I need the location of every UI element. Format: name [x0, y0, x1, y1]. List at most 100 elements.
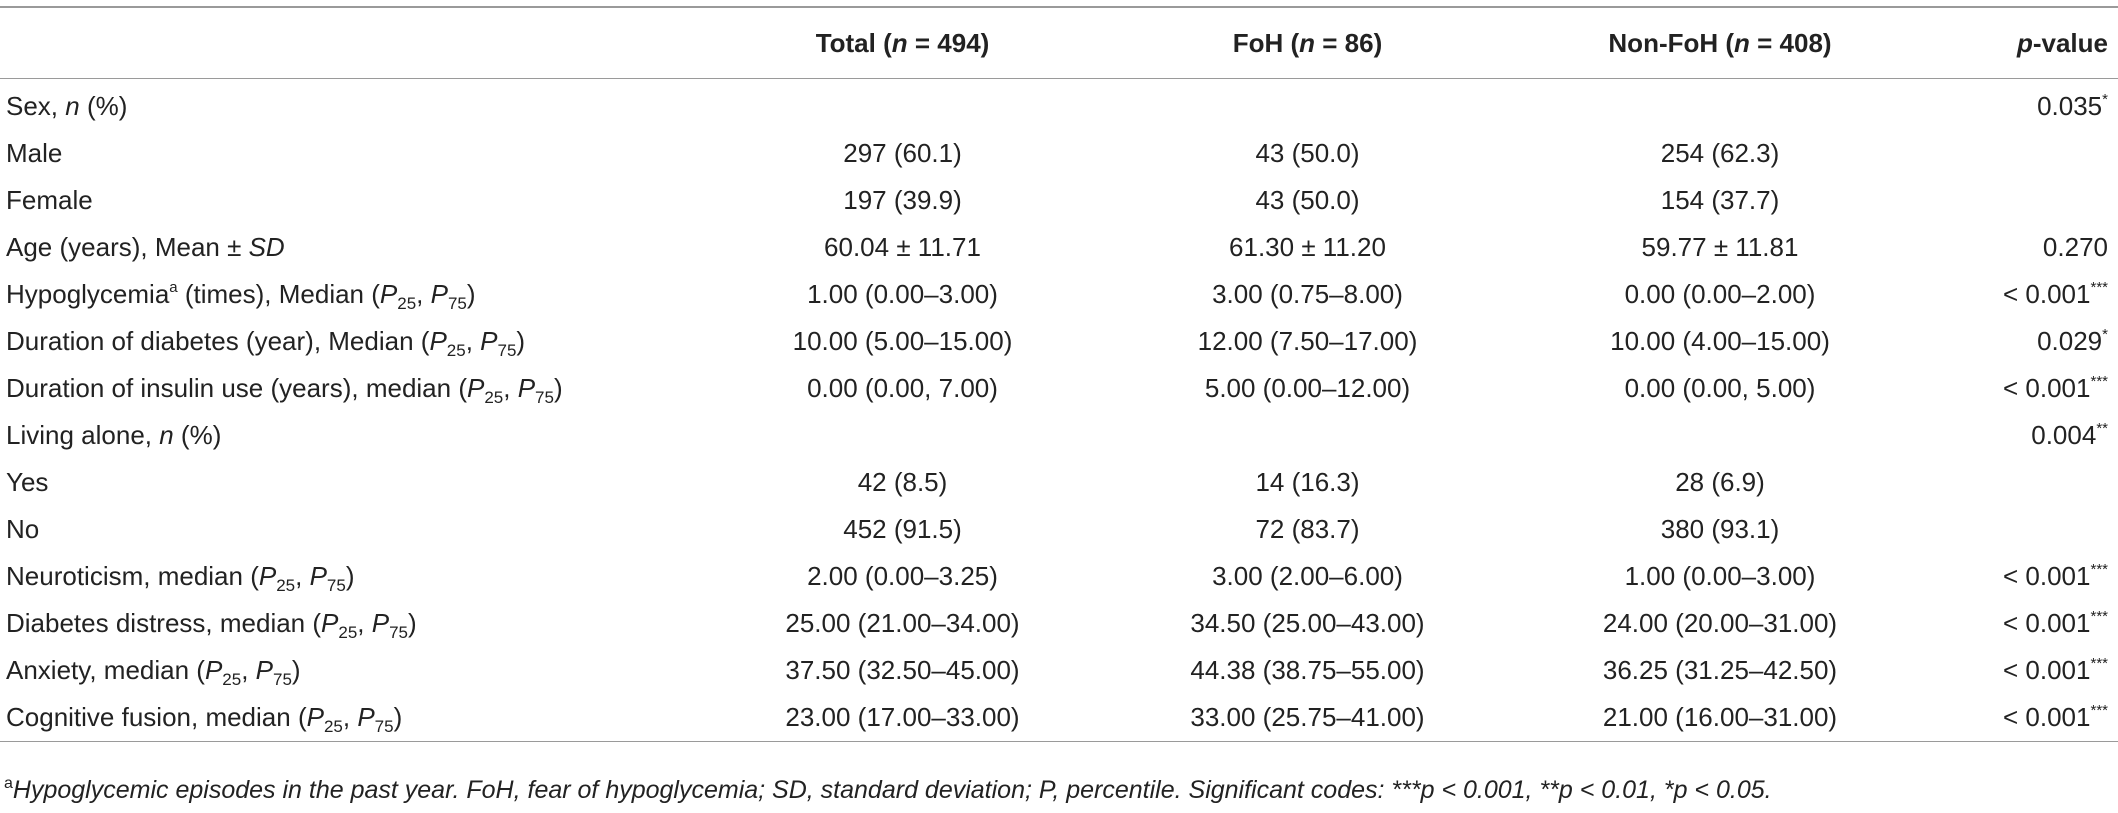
cell-p-value: < 0.001*** [2003, 561, 2108, 591]
row-label: Yes [6, 467, 49, 497]
row-label: Male [6, 138, 63, 168]
table-row: Duration of diabetes (year), Median (P25… [0, 318, 2118, 365]
cell-non-foh: 0.00 (0.00, 5.00) [1624, 373, 1816, 403]
cell-p-value: 0.270 [2042, 232, 2108, 262]
row-label: Living alone, n (%) [6, 420, 222, 450]
header-foh: FoH (n = 86) [1232, 27, 1383, 58]
cell-non-foh: 59.77 ± 11.81 [1641, 232, 1799, 262]
footnote-text: Hypoglycemic episodes in the past year. … [12, 776, 1772, 804]
significance-mark: *** [2090, 655, 2108, 672]
significance-mark: * [2102, 326, 2108, 343]
bottom-rule [0, 741, 2118, 742]
row-label: Cognitive fusion, median (P25, P75) [6, 702, 403, 736]
cell-foh: 61.30 ± 11.20 [1229, 232, 1386, 262]
cell-non-foh: 21.00 (16.00–31.00) [1602, 702, 1838, 732]
cell-p-value: < 0.001*** [2003, 702, 2108, 732]
cell-non-foh [1510, 79, 1930, 130]
table-footnote: aHypoglycemic episodes in the past year.… [4, 776, 1772, 805]
table-row: Diabetes distress, median (P25, P75) 25.0… [0, 600, 2118, 647]
results-table: Total (n = 494) FoH (n = 86) Non-FoH (n … [0, 8, 2118, 78]
cell-foh: 33.00 (25.75–41.00) [1190, 702, 1425, 732]
cell-total [700, 79, 1105, 130]
cell-foh: 14 (16.3) [1255, 467, 1360, 497]
cell-total: 25.00 (21.00–34.00) [785, 608, 1020, 638]
table-row: Neuroticism, median (P25, P75) 2.00 (0.00… [0, 553, 2118, 600]
cell-total [700, 412, 1105, 459]
cell-total: 0.00 (0.00, 7.00) [807, 373, 998, 403]
table-row: No 452 (91.5) 72 (83.7) 380 (93.1) [0, 506, 2118, 553]
significance-mark: *** [2090, 279, 2108, 296]
significance-mark: * [2102, 91, 2108, 108]
cell-foh [1105, 412, 1510, 459]
cell-total: 2.00 (0.00–3.25) [807, 561, 998, 591]
cell-p-value [1930, 506, 2118, 553]
table-row: Age (years), Mean ± SD 60.04 ± 11.71 61.30… [0, 224, 2118, 271]
results-table-container: Total (n = 494) FoH (n = 86) Non-FoH (n … [0, 6, 2118, 742]
significance-mark: *** [2090, 702, 2108, 719]
cell-foh: 12.00 (7.50–17.00) [1197, 326, 1418, 356]
table-row: Living alone, n (%) 0.004** [0, 412, 2118, 459]
header-rule [0, 78, 2118, 79]
header-total: Total (n = 494) [815, 27, 990, 58]
row-label: No [6, 514, 40, 544]
row-label: Neuroticism, median (P25, P75) [6, 561, 355, 595]
row-label: Female [6, 185, 93, 215]
cell-non-foh: 36.25 (31.25–42.50) [1602, 655, 1838, 685]
cell-total: 23.00 (17.00–33.00) [785, 702, 1020, 732]
table-header-row: Total (n = 494) FoH (n = 86) Non-FoH (n … [0, 8, 2118, 78]
table-row: Anxiety, median (P25, P75) 37.50 (32.50–4… [0, 647, 2118, 694]
cell-total: 1.00 (0.00–3.00) [807, 279, 998, 309]
cell-foh [1105, 79, 1510, 130]
row-label: Diabetes distress, median (P25, P75) [6, 608, 417, 642]
cell-foh: 34.50 (25.00–43.00) [1190, 608, 1425, 638]
cell-total: 297 (60.1) [843, 138, 962, 168]
header-variable [0, 8, 700, 78]
significance-mark: *** [2090, 373, 2108, 390]
cell-p-value [1930, 459, 2118, 506]
row-label: Age (years), Mean ± SD [6, 232, 285, 262]
footnote-mark: a [4, 775, 13, 792]
row-label: Anxiety, median (P25, P75) [6, 655, 301, 689]
cell-p-value: 0.004** [2031, 420, 2108, 450]
table-row: Female 197 (39.9) 43 (50.0) 154 (37.7) [0, 177, 2118, 224]
cell-p-value: 0.035* [2037, 91, 2108, 121]
cell-p-value: < 0.001*** [2003, 279, 2108, 309]
cell-non-foh: 0.00 (0.00–2.00) [1624, 279, 1816, 309]
table-row: Male 297 (60.1) 43 (50.0) 254 (62.3) [0, 130, 2118, 177]
cell-total: 42 (8.5) [857, 467, 948, 497]
cell-total: 452 (91.5) [843, 514, 962, 544]
cell-foh: 43 (50.0) [1255, 138, 1360, 168]
results-table-body: Sex, n (%) 0.035* Male 297 (60.1) 43 (50.0) 2… [0, 79, 2118, 741]
cell-non-foh [1510, 412, 1930, 459]
row-label: Hypoglycemiaa (times), Median (P25, P75) [6, 279, 476, 313]
cell-foh: 3.00 (0.75–8.00) [1212, 279, 1403, 309]
cell-foh: 44.38 (38.75–55.00) [1190, 655, 1425, 685]
cell-non-foh: 24.00 (20.00–31.00) [1602, 608, 1838, 638]
cell-non-foh: 10.00 (4.00–15.00) [1610, 326, 1830, 356]
table-row: Cognitive fusion, median (P25, P75) 23.00… [0, 694, 2118, 741]
cell-p-value [1930, 177, 2118, 224]
table-row: Sex, n (%) 0.035* [0, 79, 2118, 130]
cell-p-value: 0.029* [2037, 326, 2108, 356]
table-row: Yes 42 (8.5) 14 (16.3) 28 (6.9) [0, 459, 2118, 506]
cell-p-value: < 0.001*** [2003, 373, 2108, 403]
cell-p-value: < 0.001*** [2003, 655, 2108, 685]
top-rule [0, 6, 2118, 8]
cell-non-foh: 380 (93.1) [1660, 514, 1780, 544]
significance-mark: ** [2096, 420, 2108, 437]
cell-total: 37.50 (32.50–45.00) [785, 655, 1020, 685]
cell-p-value: < 0.001*** [2003, 608, 2108, 638]
cell-foh: 5.00 (0.00–12.00) [1204, 373, 1411, 403]
row-label: Duration of insulin use (years), median … [6, 373, 563, 407]
significance-mark: *** [2090, 608, 2108, 625]
cell-foh: 3.00 (2.00–6.00) [1212, 561, 1403, 591]
cell-total: 197 (39.9) [843, 185, 962, 215]
row-label: Duration of diabetes (year), Median (P25… [6, 326, 526, 360]
cell-total: 10.00 (5.00–15.00) [792, 326, 1013, 356]
header-p-value: p-value [2016, 27, 2108, 58]
cell-foh: 72 (83.7) [1255, 514, 1360, 544]
table-row: Hypoglycemiaa (times), Median (P25, P75)… [0, 271, 2118, 318]
cell-p-value [1930, 130, 2118, 177]
header-non-foh: Non-FoH (n = 408) [1608, 27, 1832, 58]
cell-non-foh: 28 (6.9) [1675, 467, 1765, 497]
